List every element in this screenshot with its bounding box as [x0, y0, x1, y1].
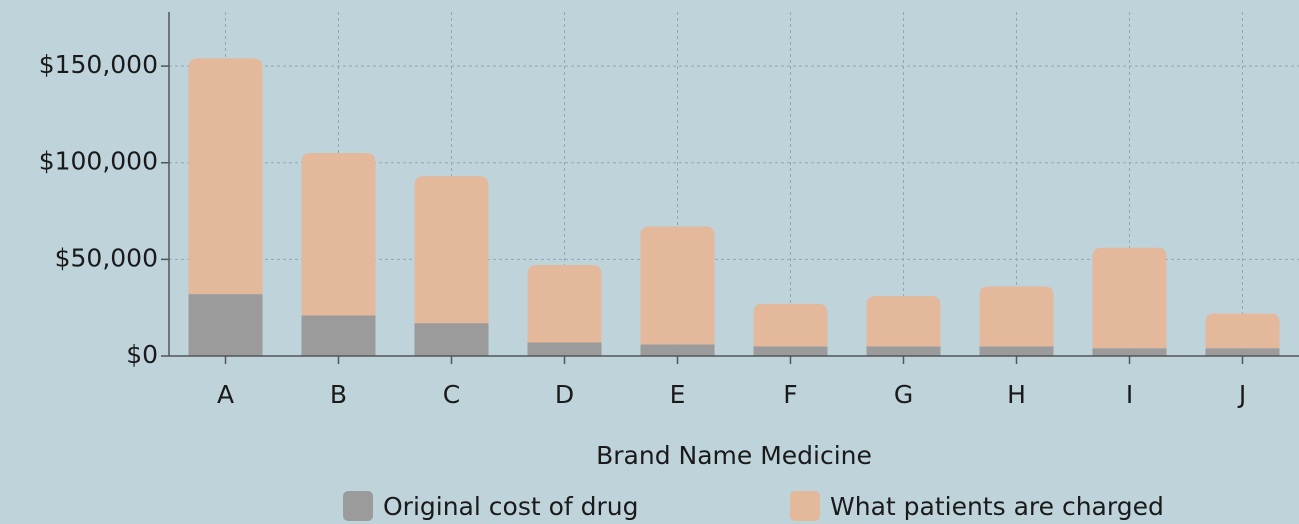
legend-label: What patients are charged — [830, 492, 1164, 521]
bar-segment — [1092, 348, 1167, 356]
y-tick-label: $150,000 — [39, 50, 158, 79]
y-tick-label: $100,000 — [39, 147, 158, 176]
bar-segment — [527, 265, 602, 343]
bar-segment — [866, 296, 941, 347]
bar-segment — [1205, 313, 1280, 349]
x-tick-label: I — [1126, 380, 1133, 409]
bar-segment — [640, 226, 715, 345]
bar-segment — [753, 303, 828, 347]
bar-segment — [979, 346, 1054, 356]
x-tick-label: B — [330, 380, 347, 409]
bar-segment — [414, 176, 489, 324]
x-tick-label: H — [1007, 380, 1026, 409]
bar-segment — [866, 346, 941, 356]
bar-segment — [301, 153, 376, 316]
x-tick-label: C — [443, 380, 460, 409]
x-axis-label: Brand Name Medicine — [596, 441, 872, 470]
bar-segment — [301, 315, 376, 356]
bar-segment — [1205, 348, 1280, 356]
bar-segment — [414, 323, 489, 356]
y-tick-label: $0 — [126, 340, 158, 369]
bar-segment — [1092, 247, 1167, 349]
bars — [188, 58, 1280, 356]
x-tick-label: E — [670, 380, 686, 409]
bar-segment — [979, 286, 1054, 347]
bar-segment — [188, 58, 263, 295]
x-tick-label: A — [217, 380, 234, 409]
legend-label: Original cost of drug — [383, 492, 639, 521]
legend-swatch — [790, 491, 820, 521]
x-tick-label: J — [1237, 380, 1246, 409]
x-tick-label: D — [555, 380, 574, 409]
bar-segment — [753, 346, 828, 356]
bar-segment — [188, 294, 263, 356]
bar-segment — [527, 342, 602, 356]
bar-segment — [640, 344, 715, 356]
y-tick-label: $50,000 — [55, 243, 158, 272]
legend-swatch — [343, 491, 373, 521]
x-tick-label: G — [894, 380, 913, 409]
x-tick-label: F — [783, 380, 797, 409]
legend: Original cost of drug What patients are c… — [343, 491, 1164, 521]
